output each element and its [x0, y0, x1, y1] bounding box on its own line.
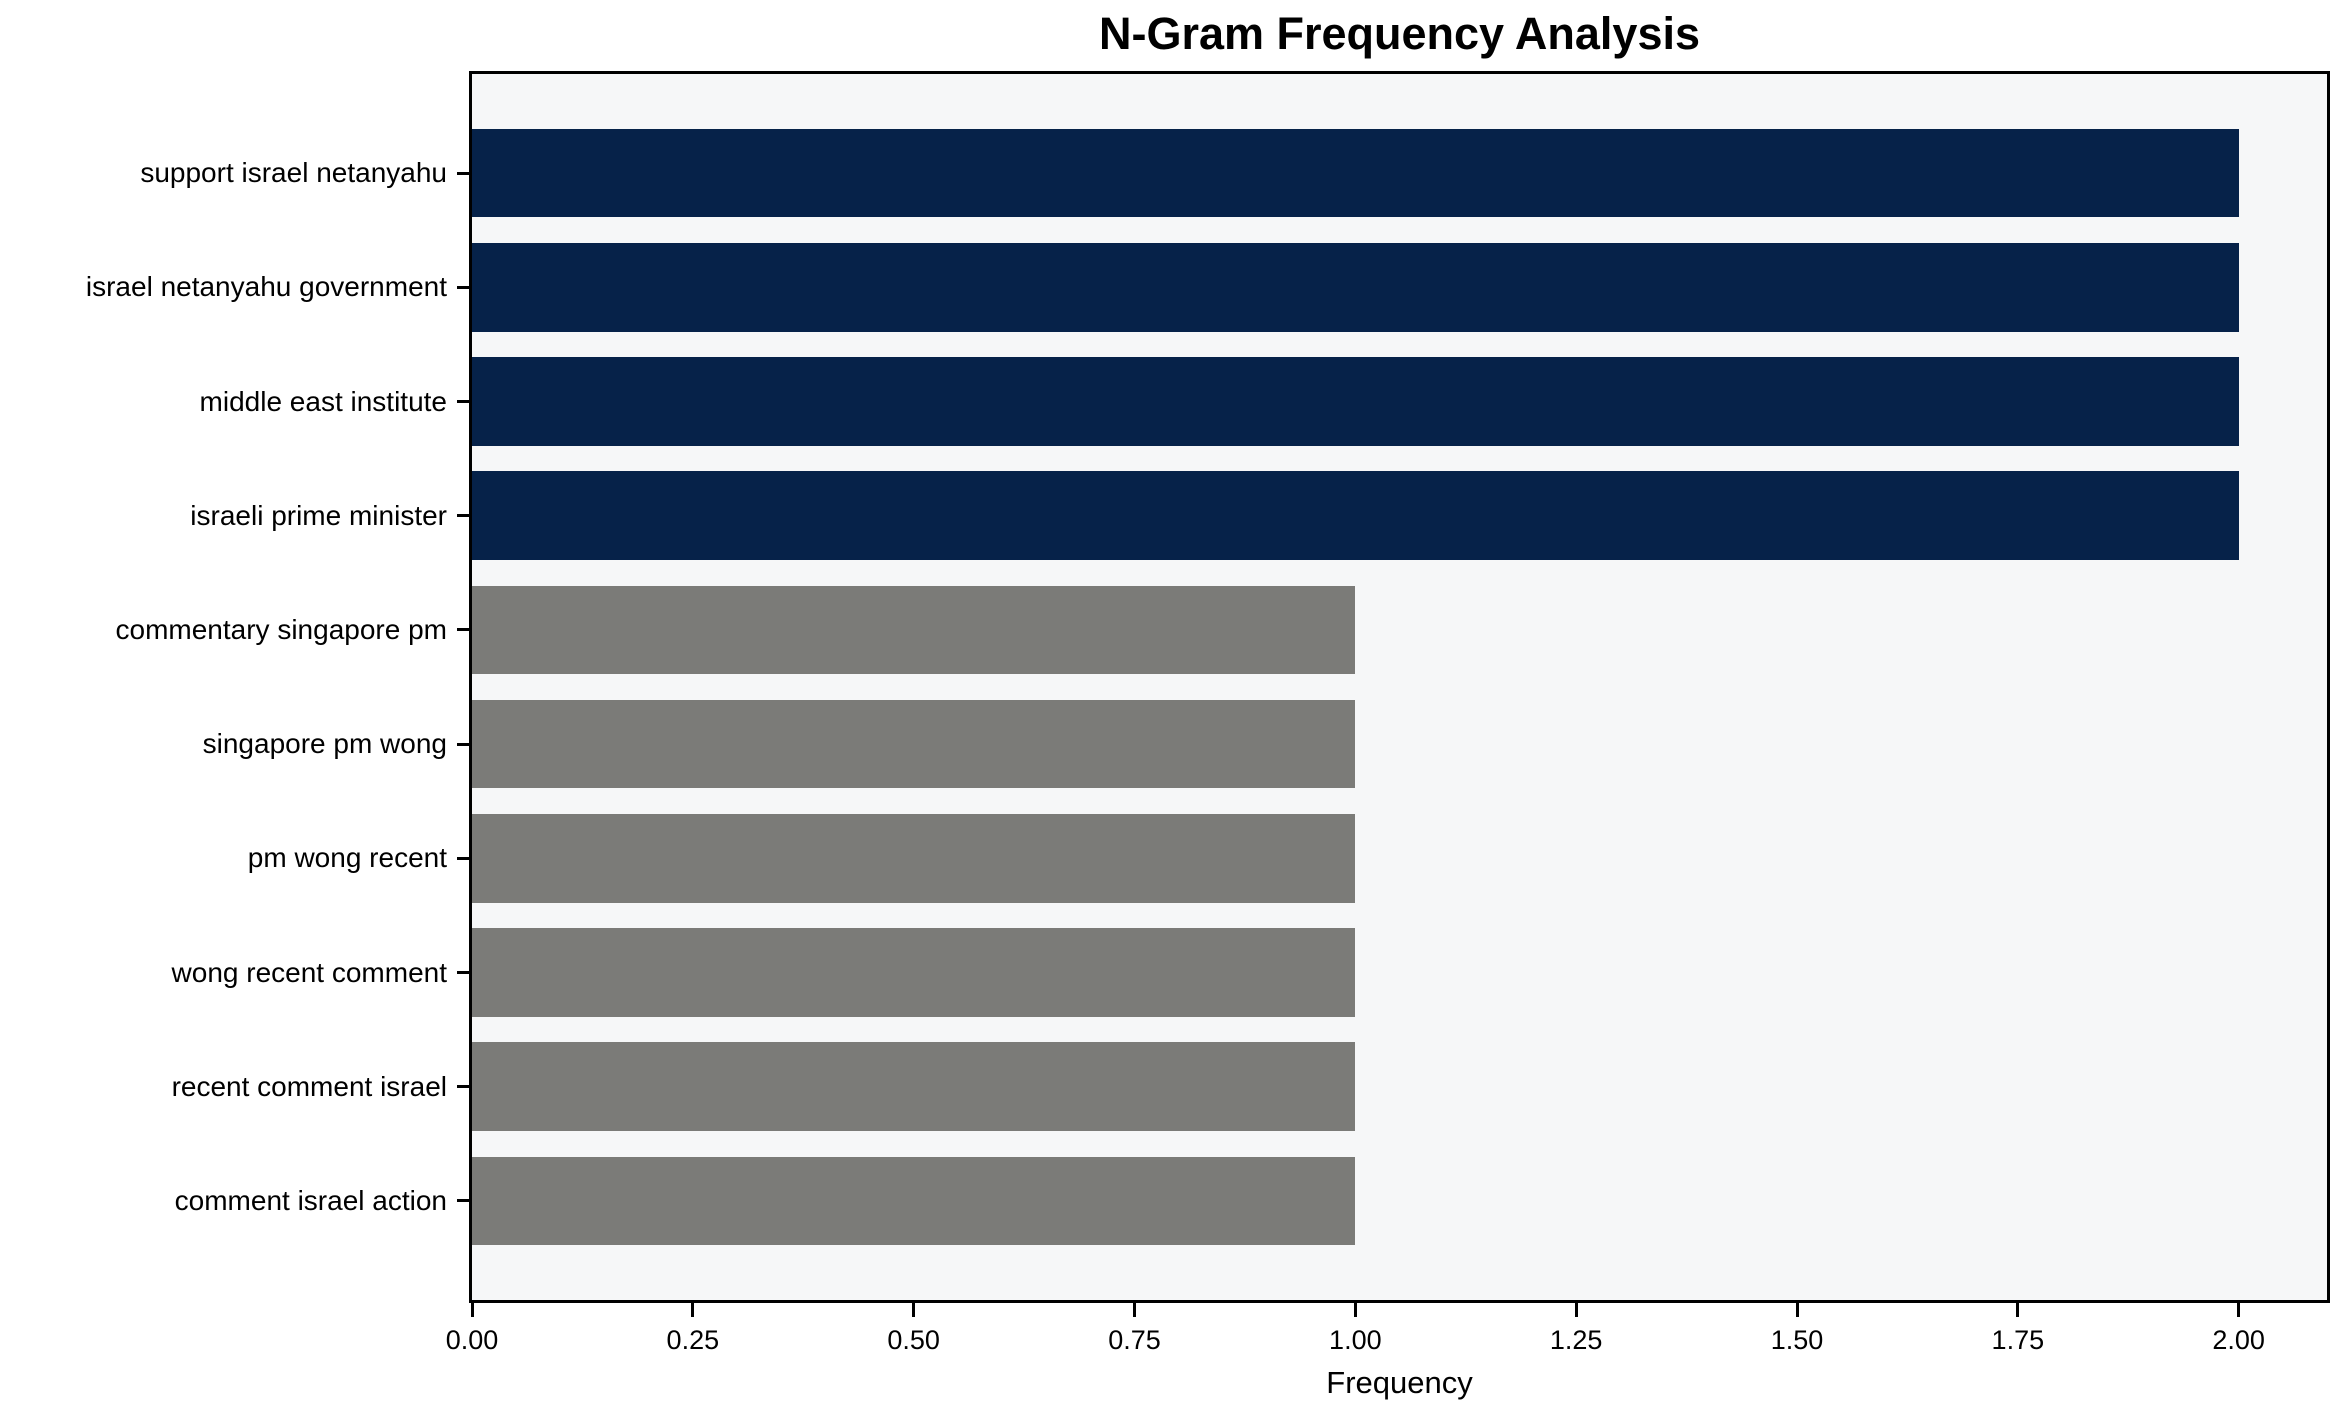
x-tick-label: 2.00 [2212, 1325, 2265, 1355]
y-tick-mark [457, 285, 469, 289]
x-tick-label: 0.25 [666, 1325, 720, 1355]
bar [472, 1156, 1356, 1246]
x-tick-mark [691, 1303, 695, 1317]
y-axis-label: recent comment israel [171, 1070, 447, 1102]
x-tick-label: 1.50 [1770, 1325, 1824, 1355]
x-tick-mark [470, 1303, 474, 1317]
x-tick-mark [1133, 1303, 1136, 1317]
x-tick-mark [1574, 1303, 1578, 1317]
y-axis-label: comment israel action [174, 1184, 447, 1216]
x-tick-label: 0.00 [445, 1325, 499, 1355]
y-tick-mark [457, 628, 469, 632]
y-tick-mark [457, 171, 469, 175]
x-tick-label: 1.75 [1991, 1325, 2045, 1355]
y-axis-label: pm wong recent [247, 842, 447, 874]
bar [472, 814, 1356, 903]
x-tick-label: 1.25 [1549, 1325, 1603, 1355]
bar [472, 928, 1356, 1017]
bar [472, 243, 2239, 332]
y-tick-mark [457, 514, 469, 518]
y-tick-mark [457, 1199, 469, 1203]
x-tick-label: 1.00 [1329, 1325, 1382, 1355]
y-tick-mark [457, 856, 469, 860]
x-tick-mark [2237, 1303, 2241, 1317]
bar [472, 357, 2239, 446]
y-tick-mark [457, 971, 469, 974]
x-tick-label: 0.50 [887, 1325, 940, 1355]
y-tick-mark [457, 742, 469, 746]
x-tick-label: 0.75 [1108, 1325, 1161, 1355]
bar [472, 585, 1356, 675]
y-axis-label: israeli prime minister [190, 499, 447, 531]
y-tick-mark [457, 1085, 469, 1089]
x-tick-mark [1795, 1303, 1799, 1317]
chart-title: N-Gram Frequency Analysis [1098, 8, 1701, 59]
y-tick-mark [457, 400, 469, 403]
y-axis-label: support israel netanyahu [140, 157, 447, 189]
y-axis-label: commentary singapore pm [115, 613, 447, 645]
bar [472, 471, 2239, 560]
x-tick-mark [912, 1303, 916, 1317]
x-tick-mark [1353, 1303, 1357, 1317]
bar [472, 699, 1356, 789]
bar [472, 128, 2239, 218]
y-axis-label: singapore pm wong [202, 728, 447, 760]
y-axis-label: israel netanyahu government [85, 271, 447, 303]
x-tick-mark [2016, 1303, 2020, 1317]
plot-area [469, 71, 2330, 1303]
bar [472, 1042, 1356, 1131]
y-axis-label: middle east institute [199, 385, 447, 417]
x-axis-title: Frequency [1326, 1365, 1473, 1400]
y-axis-label: wong recent comment [171, 956, 447, 988]
